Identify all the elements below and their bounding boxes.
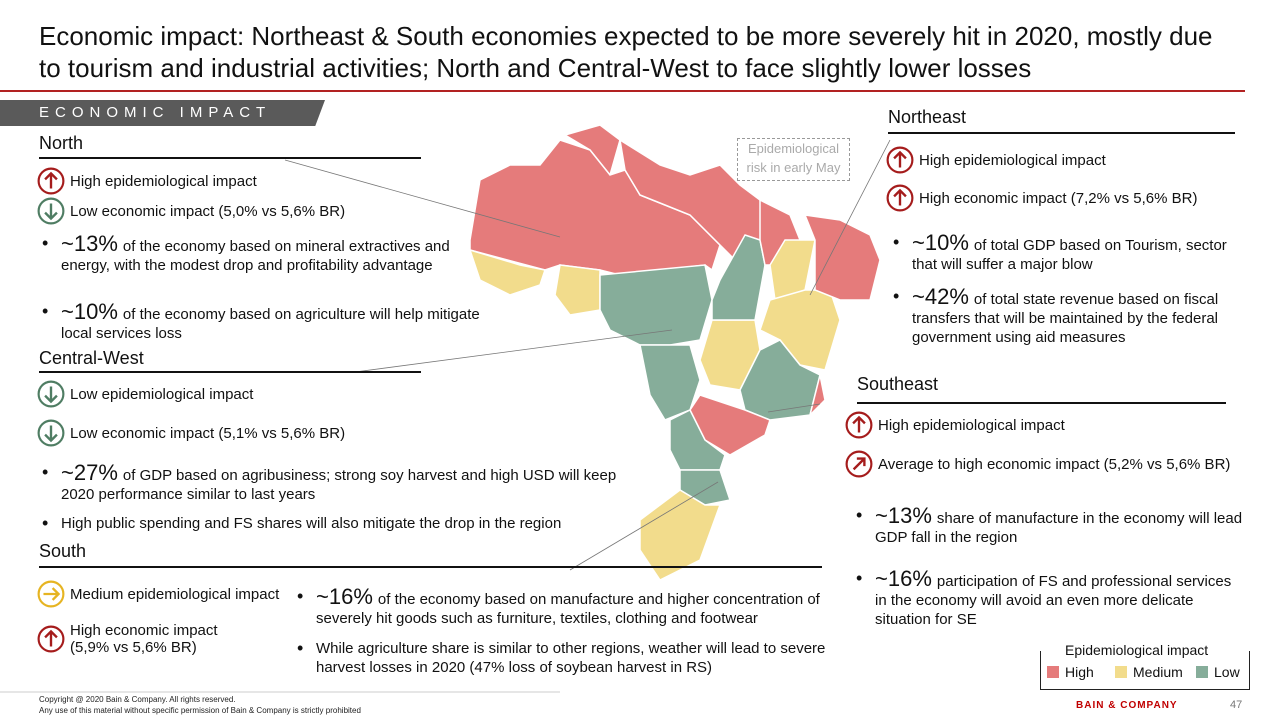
region-name: Northeast	[888, 107, 967, 127]
icon-down	[37, 419, 65, 447]
icon-down	[37, 197, 65, 225]
bullet: ~16%participation of FS and professional…	[853, 568, 1245, 629]
indicator: Medium epidemiological impact	[37, 580, 279, 608]
legend-item: High	[1047, 664, 1094, 680]
bullet: ~16%of the economy based on manufacture …	[294, 586, 851, 628]
region-name: Central-West	[39, 348, 144, 368]
state	[599, 264, 713, 346]
icon-right	[37, 580, 65, 608]
bullet: ~13%share of manufacture in the economy …	[853, 505, 1245, 547]
brand: BAIN & COMPANY	[1076, 700, 1178, 711]
state	[679, 469, 731, 506]
state	[759, 289, 841, 371]
legend-item: Medium	[1115, 664, 1183, 680]
bullet: ~13%of the economy based on mineral extr…	[39, 233, 481, 275]
icon-up	[37, 167, 65, 195]
bullet: ~10%of the economy based on agriculture …	[39, 301, 481, 343]
region-name: Southeast	[857, 374, 939, 394]
region-rule	[39, 566, 822, 568]
brazil-states	[468, 124, 881, 581]
region-rule	[39, 371, 421, 373]
legend: Epidemiological impact High Medium Low	[1040, 642, 1250, 690]
notice: Any use of this material without specifi…	[39, 706, 361, 715]
indicator: Low epidemiological impact	[37, 380, 253, 408]
copyright: Copyright @ 2020 Bain & Company. All rig…	[39, 695, 236, 704]
icon-up-right	[845, 450, 873, 478]
state	[711, 234, 766, 321]
icon-up	[845, 411, 873, 439]
bullet: High public spending and FS shares will …	[39, 514, 651, 533]
section-tag: ECONOMIC IMPACT	[0, 100, 325, 126]
indicator: High epidemiological impact	[845, 411, 1065, 439]
icon-up	[886, 184, 914, 212]
state	[563, 124, 621, 177]
section-tag-text: ECONOMIC IMPACT	[39, 104, 272, 121]
indicator: Low economic impact (5,1% vs 5,6% BR)	[37, 419, 345, 447]
region-rule	[39, 157, 421, 159]
state	[803, 214, 881, 301]
state	[468, 248, 546, 296]
indicator: Average to high economic impact (5,2% vs…	[845, 450, 1230, 478]
state	[554, 264, 601, 316]
icon-up	[886, 146, 914, 174]
icon-down	[37, 380, 65, 408]
indicator: High economic impact (5,9% vs 5,6% BR)	[37, 622, 237, 656]
icon-up	[37, 625, 65, 653]
title: Economic impact: Northeast & South econo…	[39, 21, 1213, 83]
legend-title: Epidemiological impact	[1061, 642, 1213, 658]
leader-lines	[284, 139, 891, 571]
indicator: High economic impact (7,2% vs 5,6% BR)	[886, 184, 1197, 212]
indicator: Low economic impact (5,0% vs 5,6% BR)	[37, 197, 345, 225]
indicator: High epidemiological impact	[37, 167, 257, 195]
map-note: Epidemiological risk in early May	[737, 138, 850, 181]
page-number: 47	[1230, 699, 1243, 711]
indicator: High epidemiological impact	[886, 146, 1106, 174]
bullet: While agriculture share is similar to ot…	[294, 639, 851, 677]
legend-item: Low	[1196, 664, 1240, 680]
state	[639, 489, 722, 581]
bullet: ~42%of total state revenue based on fisc…	[890, 286, 1242, 347]
bullet: ~27%of GDP based on agribusiness; strong…	[39, 462, 621, 504]
region-rule	[857, 402, 1226, 404]
region-name: North	[39, 133, 84, 153]
region-name: South	[39, 541, 87, 561]
bullet: ~10%of total GDP based on Tourism, secto…	[890, 232, 1242, 274]
state	[669, 408, 726, 471]
region-rule	[888, 132, 1235, 134]
